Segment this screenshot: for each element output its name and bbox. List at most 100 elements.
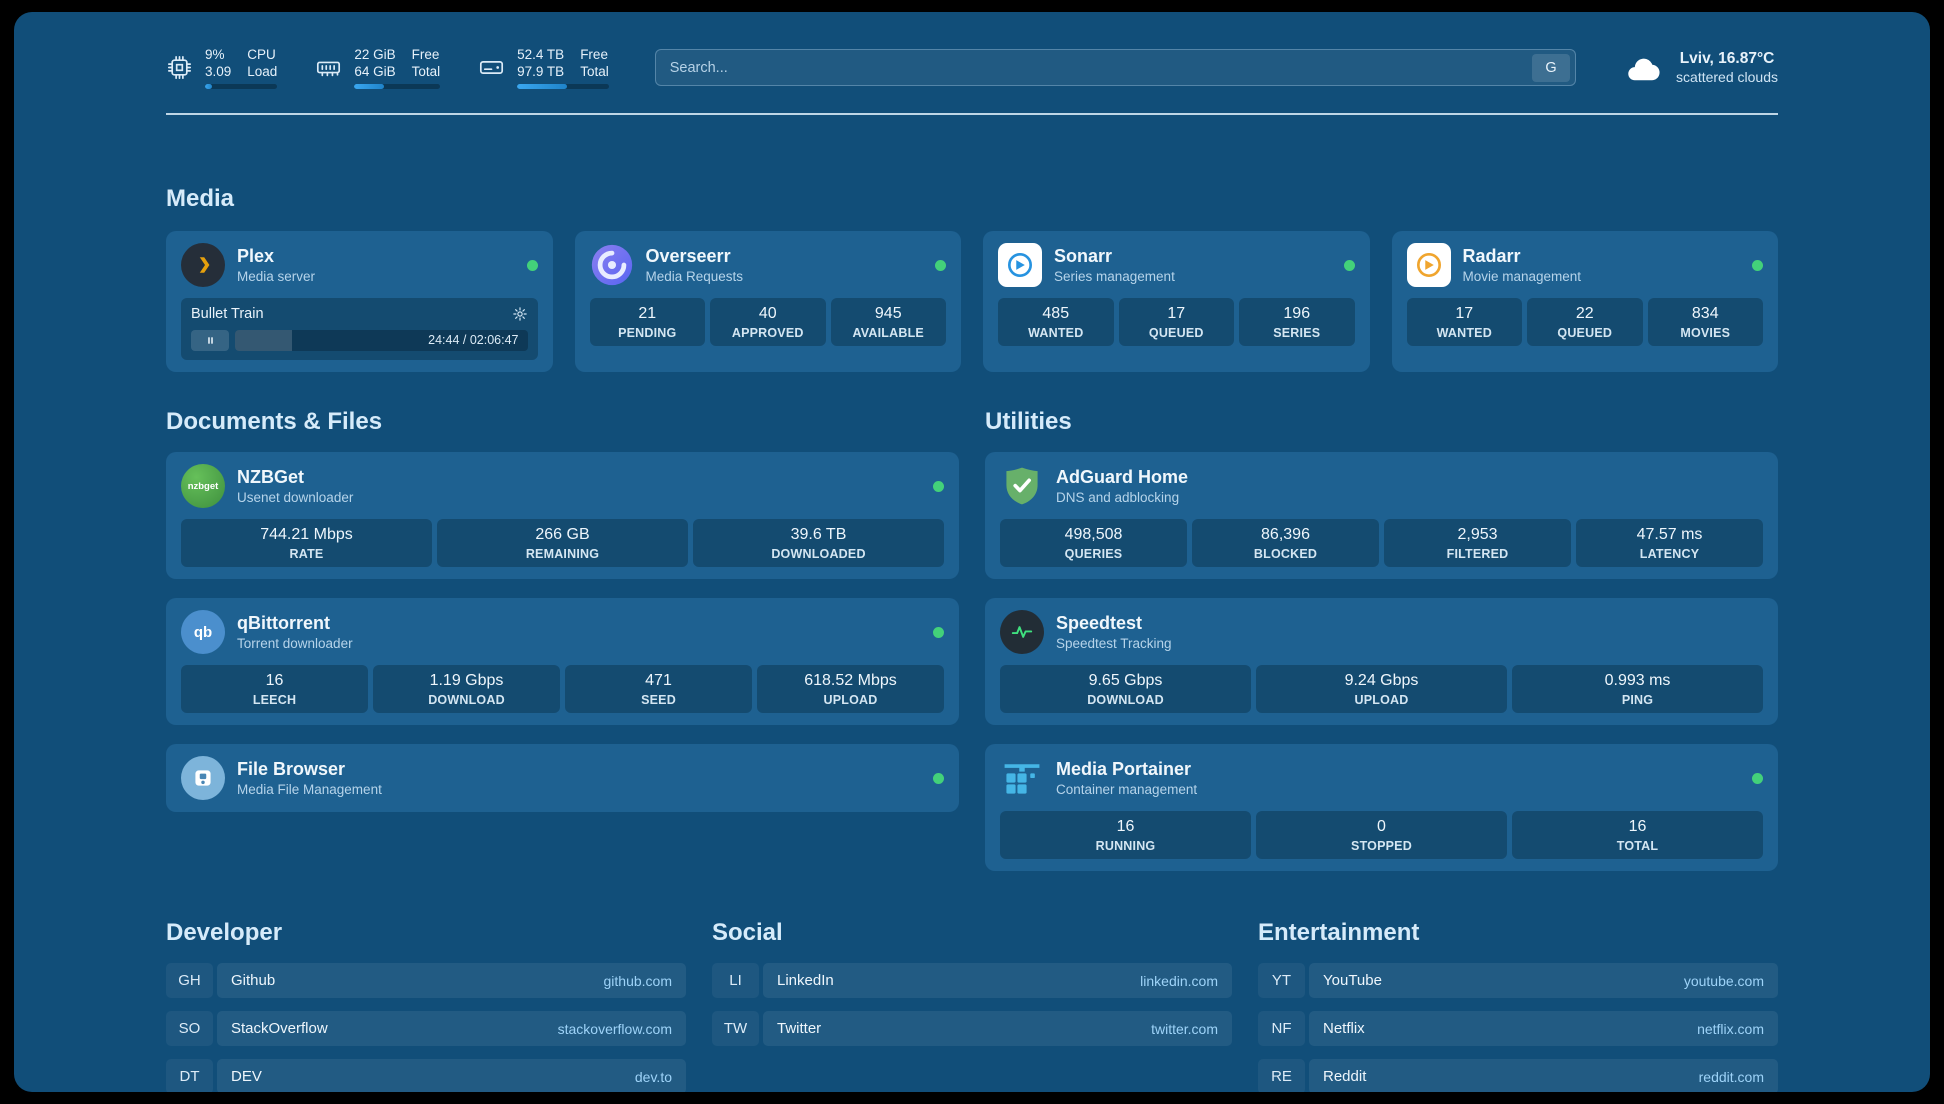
app-name: Speedtest — [1056, 613, 1143, 633]
cpu-percent: 9% — [205, 47, 225, 62]
bookmark-name: Github — [231, 972, 276, 989]
app-card-plex[interactable]: Plex Media server Bullet Train — [166, 231, 553, 372]
plex-now-playing: Bullet Train — [181, 298, 538, 360]
search-engine-button[interactable]: G — [1532, 53, 1571, 82]
section-title-documents: Documents & Files — [166, 408, 383, 435]
qbittorrent-icon: qb — [181, 610, 225, 654]
app-card-sonarr[interactable]: Sonarr Series management 485 WANTED 17 Q… — [983, 231, 1370, 372]
bookmark-name: YouTube — [1323, 972, 1382, 989]
app-subtitle: Container management — [1056, 782, 1198, 797]
bookmark-reddit[interactable]: RE Reddit reddit.com — [1258, 1059, 1778, 1092]
ram-icon — [315, 54, 342, 81]
app-card-nzbget[interactable]: nzbget NZBGet Usenet downloader 744.21 M… — [166, 452, 959, 579]
status-dot — [1752, 772, 1763, 784]
app-card-qbittorrent[interactable]: qb qBittorrent Torrent downloader 16 LEE… — [166, 598, 959, 725]
section-developer: Developer GH Github github.com SO StackO… — [166, 919, 686, 1092]
stat-series: 196 SERIES — [1239, 298, 1355, 346]
bookmark-abbr: YT — [1258, 963, 1305, 998]
speedtest-icon — [1000, 610, 1044, 654]
disk-widget[interactable]: 52.4 TB 97.9 TB Free Total — [478, 46, 609, 89]
app-card-portainer[interactable]: Media Portainer Container management 16 … — [985, 744, 1778, 871]
system-widgets: 9% 3.09 CPU Load — [166, 46, 609, 89]
playback-progress-bar[interactable]: 24:44 / 02:06:47 — [235, 330, 528, 351]
section-media: Media Plex Media server Bullet Train — [166, 185, 1778, 372]
plex-icon — [181, 243, 225, 287]
bookmark-youtube[interactable]: YT YouTube youtube.com — [1258, 963, 1778, 998]
stat-queued: 17 QUEUED — [1118, 298, 1234, 346]
pause-button[interactable] — [191, 330, 229, 351]
settings-gear-icon[interactable] — [512, 306, 528, 322]
section-utilities: Utilities AdGuard Home DNS and a — [985, 408, 1778, 871]
section-title-developer: Developer — [166, 919, 283, 946]
bookmark-abbr: NF — [1258, 1011, 1305, 1046]
stat-pending: 21 PENDING — [589, 298, 705, 346]
bookmark-linkedin[interactable]: LI LinkedIn linkedin.com — [712, 963, 1232, 998]
app-name: NZBGet — [237, 467, 304, 487]
radarr-icon — [1406, 243, 1451, 287]
section-title-entertainment: Entertainment — [1258, 919, 1420, 946]
ram-widget[interactable]: 22 GiB 64 GiB Free Total — [315, 46, 441, 89]
ram-labels: Free Total — [412, 46, 441, 80]
bookmark-stackoverflow[interactable]: SO StackOverflow stackoverflow.com — [166, 1011, 686, 1046]
sonarr-icon — [998, 243, 1042, 287]
disk-label-bottom: Total — [580, 64, 609, 79]
stat-running: 16 RUNNING — [1000, 811, 1251, 859]
bookmark-name: LinkedIn — [777, 972, 834, 989]
search-input[interactable] — [669, 59, 1533, 76]
bookmark-url: youtube.com — [1683, 972, 1764, 989]
status-dot — [935, 259, 946, 271]
app-name: AdGuard Home — [1056, 467, 1189, 487]
app-subtitle: Media Requests — [645, 269, 744, 284]
bookmark-github[interactable]: GH Github github.com — [166, 963, 686, 998]
bookmark-name: StackOverflow — [231, 1020, 328, 1037]
stat-total: 16 TOTAL — [1512, 811, 1763, 859]
status-dot — [1752, 259, 1763, 271]
search-bar[interactable]: G — [654, 49, 1577, 86]
bookmark-abbr: GH — [166, 963, 213, 998]
app-card-overseerr[interactable]: Overseerr Media Requests 21 PENDING 40 A… — [574, 231, 961, 372]
bookmark-url: stackoverflow.com — [557, 1020, 672, 1037]
bookmark-dev[interactable]: DT DEV dev.to — [166, 1059, 686, 1092]
ram-values: 22 GiB 64 GiB — [354, 46, 395, 80]
section-documents: Documents & Files nzbget NZBGet Usenet d… — [166, 408, 959, 871]
stat-blocked: 86,396 BLOCKED — [1192, 519, 1379, 567]
ram-label-bottom: Total — [411, 64, 441, 79]
stat-upload: 618.52 Mbps UPLOAD — [757, 665, 944, 713]
cpu-label-bottom: Load — [247, 64, 278, 79]
disk-icon — [478, 54, 505, 81]
app-subtitle: Series management — [1054, 269, 1175, 284]
cpu-values: 9% 3.09 — [205, 46, 231, 80]
bookmark-abbr: DT — [166, 1059, 213, 1092]
stat-downloaded: 39.6 TB DOWNLOADED — [693, 519, 944, 567]
app-name: Radarr — [1462, 246, 1521, 266]
app-card-filebrowser[interactable]: File Browser Media File Management — [166, 744, 959, 812]
bookmark-abbr: SO — [166, 1011, 213, 1046]
bookmark-url: linkedin.com — [1140, 972, 1218, 989]
bookmark-url: reddit.com — [1698, 1068, 1764, 1085]
app-name: qBittorrent — [237, 613, 330, 633]
stat-queued: 22 QUEUED — [1527, 298, 1643, 346]
dashboard-content: 9% 3.09 CPU Load — [14, 12, 1930, 1092]
app-card-adguard[interactable]: AdGuard Home DNS and adblocking 498,508 … — [985, 452, 1778, 579]
stat-download: 1.19 Gbps DOWNLOAD — [373, 665, 560, 713]
cpu-widget[interactable]: 9% 3.09 CPU Load — [166, 46, 278, 89]
stat-available: 945 AVAILABLE — [830, 298, 946, 346]
cpu-label-top: CPU — [247, 47, 276, 62]
disk-progress-bar — [517, 84, 609, 89]
app-card-radarr[interactable]: Radarr Movie management 17 WANTED 22 QUE… — [1391, 231, 1778, 372]
header-divider — [166, 113, 1778, 115]
bookmark-twitter[interactable]: TW Twitter twitter.com — [712, 1011, 1232, 1046]
stat-ping: 0.993 ms PING — [1512, 665, 1763, 713]
cpu-icon — [166, 54, 193, 81]
weather-widget[interactable]: Lviv, 16.87°C scattered clouds — [1622, 50, 1778, 86]
section-entertainment: Entertainment YT YouTube youtube.com NF … — [1258, 919, 1778, 1092]
app-subtitle: Movie management — [1462, 269, 1582, 284]
ram-label-top: Free — [411, 47, 440, 62]
filebrowser-icon — [181, 756, 225, 800]
app-subtitle: Torrent downloader — [237, 636, 353, 651]
stat-stopped: 0 STOPPED — [1256, 811, 1507, 859]
status-dot — [1343, 259, 1355, 271]
overseerr-icon — [590, 243, 634, 287]
app-card-speedtest[interactable]: Speedtest Speedtest Tracking 9.65 Gbps D… — [985, 598, 1778, 725]
bookmark-netflix[interactable]: NF Netflix netflix.com — [1258, 1011, 1778, 1046]
